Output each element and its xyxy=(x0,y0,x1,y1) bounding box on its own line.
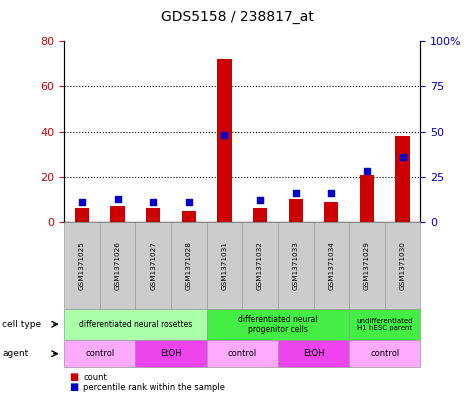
Text: GSM1371027: GSM1371027 xyxy=(150,241,156,290)
Text: EtOH: EtOH xyxy=(160,349,182,358)
Text: GSM1371032: GSM1371032 xyxy=(257,241,263,290)
Text: undifferentiated
H1 hESC parent: undifferentiated H1 hESC parent xyxy=(357,318,413,331)
Text: ■: ■ xyxy=(69,372,78,382)
Text: cell type: cell type xyxy=(2,320,41,329)
Text: percentile rank within the sample: percentile rank within the sample xyxy=(83,383,225,391)
Point xyxy=(256,197,264,204)
Text: control: control xyxy=(228,349,257,358)
Text: differentiated neural
progenitor cells: differentiated neural progenitor cells xyxy=(238,314,318,334)
Text: agent: agent xyxy=(2,349,28,358)
Bar xyxy=(324,202,338,222)
Point xyxy=(363,168,371,174)
Point xyxy=(292,190,299,196)
Text: GSM1371034: GSM1371034 xyxy=(328,241,334,290)
Point xyxy=(114,195,122,202)
Text: ■: ■ xyxy=(69,382,78,392)
Bar xyxy=(146,208,160,222)
Point xyxy=(328,190,335,196)
Text: control: control xyxy=(85,349,114,358)
Point xyxy=(220,132,228,138)
Point xyxy=(78,199,86,205)
Text: GSM1371029: GSM1371029 xyxy=(364,241,370,290)
Bar xyxy=(360,174,374,222)
Text: GSM1371033: GSM1371033 xyxy=(293,241,299,290)
Text: GSM1371025: GSM1371025 xyxy=(79,241,85,290)
Text: GSM1371026: GSM1371026 xyxy=(114,241,121,290)
Text: control: control xyxy=(370,349,399,358)
Text: GSM1371030: GSM1371030 xyxy=(399,241,406,290)
Bar xyxy=(75,208,89,222)
Text: GDS5158 / 238817_at: GDS5158 / 238817_at xyxy=(161,10,314,24)
Text: GSM1371031: GSM1371031 xyxy=(221,241,228,290)
Text: EtOH: EtOH xyxy=(303,349,324,358)
Text: count: count xyxy=(83,373,107,382)
Bar xyxy=(289,199,303,222)
Bar xyxy=(217,59,232,222)
Bar xyxy=(110,206,124,222)
Bar xyxy=(395,136,409,222)
Bar xyxy=(181,211,196,222)
Point xyxy=(149,199,157,205)
Point xyxy=(185,199,193,205)
Bar xyxy=(253,208,267,222)
Text: differentiated neural rosettes: differentiated neural rosettes xyxy=(79,320,192,329)
Text: GSM1371028: GSM1371028 xyxy=(186,241,192,290)
Point xyxy=(399,154,407,160)
